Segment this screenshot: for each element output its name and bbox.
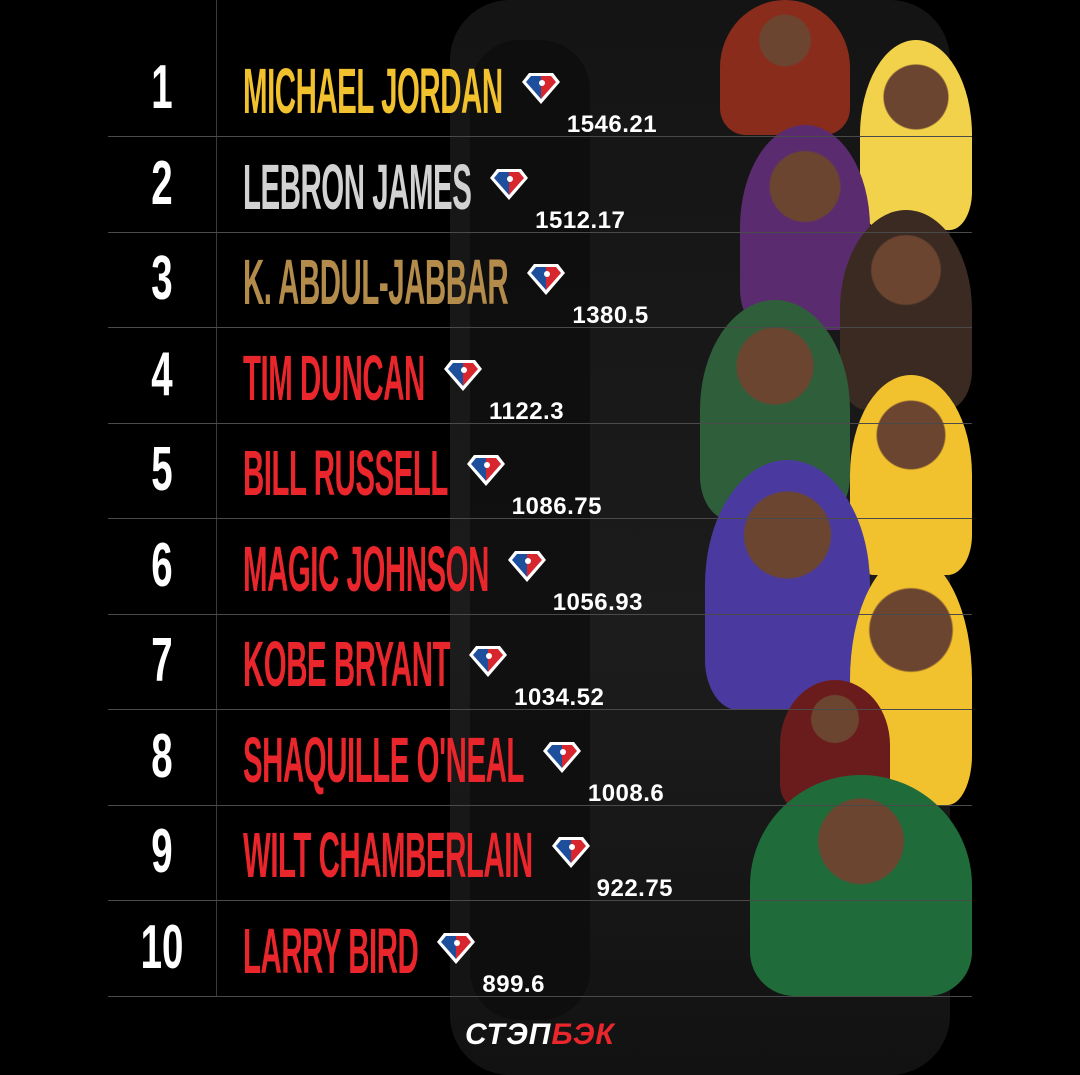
logo-text-white: СТЭП [465, 1018, 552, 1051]
player-name: KOBE BRYANT [243, 628, 451, 700]
player-photo [860, 40, 972, 230]
nba-75-diamond-icon [551, 835, 591, 869]
player-entry: KOBE BRYANT 1034.52 [243, 632, 604, 712]
logo-text-red: БЭК [551, 1018, 615, 1051]
nba-75-diamond-icon [489, 167, 529, 201]
rank-number: 7 [151, 626, 173, 695]
rank-number: 9 [151, 817, 173, 886]
rank-number: 10 [140, 912, 184, 982]
table-row: 9 WILT CHAMBERLAIN 922.75 [108, 805, 972, 903]
player-entry: SHAQUILLE O'NEAL 1008.6 [243, 728, 664, 808]
table-row: 4 TIM DUNCAN 1122.3 [108, 328, 972, 426]
nba-75-diamond-icon [521, 71, 561, 105]
rank-number: 2 [151, 148, 173, 218]
table-row: 8 SHAQUILLE O'NEAL 1008.6 [108, 710, 972, 808]
player-score: 1086.75 [511, 493, 602, 520]
nba-75-diamond-icon [466, 453, 506, 487]
rank-number: 8 [151, 721, 173, 791]
nba-75-diamond-icon [507, 549, 547, 583]
player-score: 899.6 [482, 970, 545, 998]
player-photo [750, 775, 972, 996]
nba-75-diamond-icon [542, 740, 582, 774]
table-row: 2 LEBRON JAMES 1512.17 [108, 137, 972, 235]
nba-75-diamond-icon [468, 644, 508, 678]
stepback-logo: СТЭПБЭК [465, 1018, 615, 1052]
rank-number: 5 [151, 435, 173, 504]
player-score: 1034.52 [514, 684, 605, 711]
table-row: 3 K. ABDUL-JABBAR 1380.5 [108, 232, 972, 330]
player-name: TIM DUNCAN [243, 341, 425, 414]
player-photos [700, 0, 972, 996]
player-name: BILL RUSSELL [243, 437, 448, 509]
player-score: 922.75 [596, 875, 674, 902]
rank-number: 6 [151, 530, 173, 600]
player-name: MAGIC JOHNSON [243, 532, 489, 605]
player-score: 1122.3 [488, 397, 565, 425]
player-score: 1512.17 [535, 206, 626, 234]
table-row: 1 MICHAEL JORDAN 1546.21 [108, 41, 972, 139]
player-name: LARRY BIRD [243, 914, 419, 987]
player-score: 1380.5 [572, 302, 649, 329]
rank-number: 4 [151, 339, 173, 409]
table-row: 6 MAGIC JOHNSON 1056.93 [108, 519, 972, 617]
rank-number: 3 [151, 244, 173, 313]
player-score: 1546.21 [566, 111, 658, 138]
player-score: 1056.93 [552, 588, 643, 616]
player-name: LEBRON JAMES [243, 150, 472, 223]
table-row: 10 LARRY BIRD 899.6 [108, 901, 972, 999]
player-entry: LARRY BIRD 899.6 [243, 919, 545, 999]
player-entry: WILT CHAMBERLAIN 922.75 [243, 823, 673, 903]
player-name: WILT CHAMBERLAIN [243, 819, 533, 891]
player-entry: TIM DUNCAN 1122.3 [243, 346, 564, 426]
player-photo [850, 375, 972, 575]
player-name: SHAQUILLE O'NEAL [243, 723, 524, 796]
player-entry: MAGIC JOHNSON 1056.93 [243, 537, 643, 617]
nba-75-diamond-icon [526, 262, 566, 296]
table-row: 7 KOBE BRYANT 1034.52 [108, 614, 972, 712]
player-entry: LEBRON JAMES 1512.17 [243, 155, 625, 235]
player-name: K. ABDUL-JABBAR [243, 246, 509, 318]
column-divider [216, 0, 217, 996]
player-name: MICHAEL JORDAN [243, 55, 503, 127]
table-row: 5 BILL RUSSELL 1086.75 [108, 423, 972, 521]
player-entry: BILL RUSSELL 1086.75 [243, 441, 602, 521]
rank-number: 1 [151, 53, 173, 122]
player-entry: MICHAEL JORDAN 1546.21 [243, 59, 657, 139]
nba-75-diamond-icon [443, 358, 483, 392]
player-entry: K. ABDUL-JABBAR 1380.5 [243, 250, 649, 330]
player-photo [720, 0, 850, 135]
player-score: 1008.6 [587, 779, 665, 807]
nba-75-diamond-icon [436, 931, 476, 965]
player-photo [705, 460, 870, 710]
